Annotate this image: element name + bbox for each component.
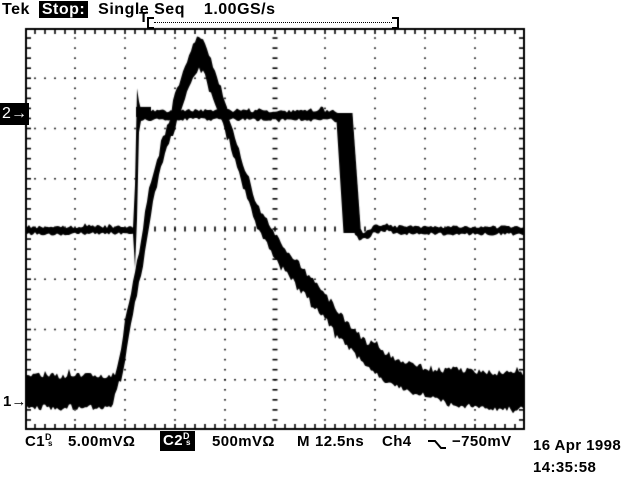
ch2-position-marker: 2→ [0,103,29,125]
timebase-value: 12.5ns [315,433,365,450]
trigger-level: −750mV [452,433,512,450]
acquisition-status-badge: Stop: [38,1,89,18]
timebase-label: M [297,433,310,450]
ch2-label: C2 [163,432,183,449]
ch1-label: C1 [25,433,45,450]
time-label: 14:35:58 [533,459,597,476]
date-label: 16 Apr 1998 [533,437,622,454]
ch1-scale: 5.00mVΩ [68,433,136,450]
record-window-dotted-line [154,22,392,23]
header-bar: Tek Stop: Single Seq 1.00GS/s [2,1,276,18]
record-window-right-bracket-icon [392,17,399,29]
trigger-position-marker: T [139,9,149,26]
ch2-scale: 500mVΩ [212,433,275,450]
record-window-left-bracket-icon [147,17,154,29]
acquisition-mode-label: Single Seq [98,1,185,18]
brand-logo: Tek [2,1,30,18]
falling-edge-trigger-icon [427,436,447,454]
ch1-position-marker: 1→ [3,393,27,410]
trigger-source: Ch4 [382,433,412,450]
sample-rate-label: 1.00GS/s [203,1,276,18]
